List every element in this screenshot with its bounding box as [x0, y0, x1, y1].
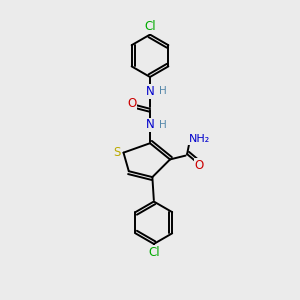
Text: H: H: [159, 120, 167, 130]
Text: H: H: [159, 86, 167, 96]
Text: Cl: Cl: [148, 246, 160, 259]
Text: NH₂: NH₂: [189, 134, 210, 144]
Text: O: O: [195, 159, 204, 172]
Text: S: S: [113, 146, 121, 159]
Text: N: N: [146, 85, 154, 98]
Text: O: O: [127, 97, 136, 110]
Text: Cl: Cl: [144, 20, 156, 33]
Text: N: N: [146, 118, 154, 131]
